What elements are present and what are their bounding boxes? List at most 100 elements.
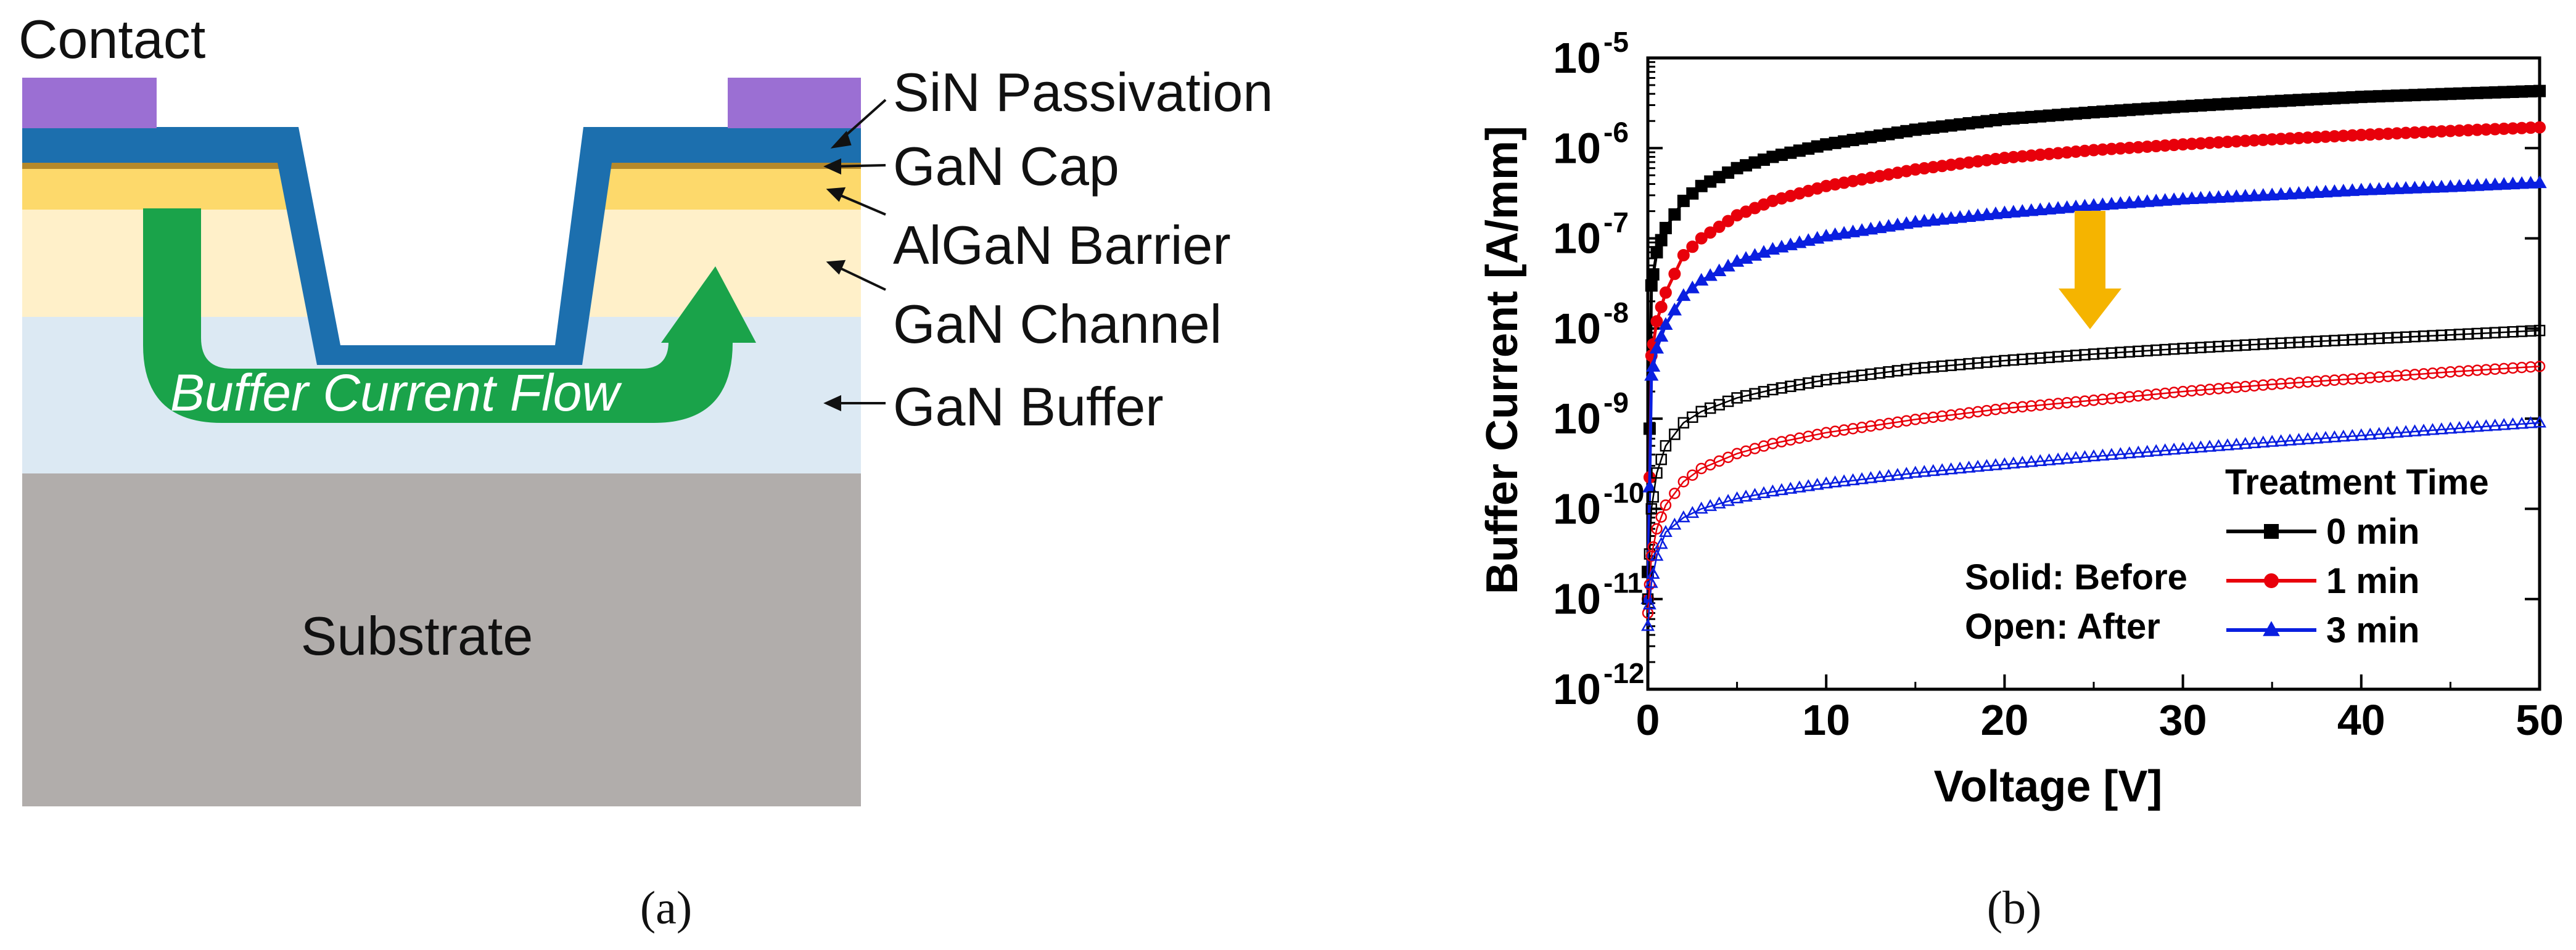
data-point bbox=[2034, 352, 2046, 364]
data-point bbox=[1651, 467, 1663, 479]
data-point bbox=[1856, 369, 1868, 381]
data-point bbox=[1641, 619, 1655, 631]
data-point bbox=[1644, 576, 1658, 588]
data-point bbox=[2115, 346, 2126, 358]
data-point bbox=[2319, 335, 2332, 347]
data-point bbox=[2497, 418, 2511, 430]
data-point bbox=[2043, 398, 2055, 411]
data-point bbox=[2122, 195, 2137, 208]
data-point bbox=[2443, 179, 2458, 192]
data-point bbox=[2096, 448, 2110, 461]
data-point bbox=[1908, 465, 1922, 478]
y-tick-exponent: -5 bbox=[1603, 26, 1629, 58]
data-point bbox=[2311, 335, 2323, 348]
layer-label-gan-channel: GaN Channel bbox=[893, 293, 1222, 354]
data-point bbox=[2105, 347, 2118, 359]
data-point bbox=[1908, 215, 1923, 228]
data-point bbox=[2024, 454, 2038, 467]
x-tick-group: 0 10 20 30 40 50 bbox=[1636, 674, 2564, 744]
data-point bbox=[2496, 177, 2511, 190]
data-point bbox=[2329, 335, 2340, 346]
data-point bbox=[2123, 346, 2136, 358]
data-point bbox=[2525, 361, 2537, 373]
data-point bbox=[2452, 179, 2467, 192]
legend-entry-3-min: 3 min bbox=[2326, 610, 2420, 650]
data-point bbox=[1970, 208, 1985, 221]
data-point bbox=[2186, 385, 2198, 397]
data-point bbox=[2471, 364, 2483, 376]
data-point bbox=[2141, 389, 2154, 401]
data-point bbox=[1685, 280, 1700, 293]
data-point bbox=[2408, 424, 2422, 436]
data-point bbox=[2525, 325, 2537, 337]
data-point bbox=[2452, 421, 2466, 433]
data-point bbox=[1660, 440, 1672, 452]
data-point bbox=[2400, 369, 2412, 381]
data-point bbox=[2256, 188, 2271, 201]
data-point bbox=[1874, 367, 1886, 379]
panel-a-caption: (a) bbox=[640, 882, 692, 934]
data-point bbox=[1655, 234, 1668, 247]
data-point bbox=[1713, 220, 1726, 233]
data-point bbox=[1919, 412, 1930, 424]
data-point bbox=[2213, 383, 2224, 395]
data-point bbox=[2133, 345, 2144, 358]
substrate-label: Substrate bbox=[301, 605, 533, 666]
data-point bbox=[2291, 186, 2306, 199]
data-point bbox=[2113, 447, 2128, 459]
data-point bbox=[1988, 458, 2002, 470]
data-point bbox=[1954, 359, 1966, 371]
data-point bbox=[1646, 359, 1661, 372]
data-point bbox=[1646, 567, 1660, 579]
data-point bbox=[1655, 453, 1667, 465]
data-point bbox=[2212, 439, 2226, 451]
data-point bbox=[1676, 288, 1691, 301]
y-tick-exponent: -12 bbox=[1603, 657, 1644, 689]
data-point bbox=[2229, 437, 2244, 450]
data-point bbox=[1642, 597, 1656, 610]
data-point bbox=[2293, 377, 2305, 388]
series-4 bbox=[1642, 361, 2546, 619]
y-tick-label: 10 bbox=[1553, 215, 1601, 263]
legend: Treatment Time 0 min 1 min 3 min Solid: … bbox=[1965, 462, 2489, 650]
panel-a-cross-section: Buffer Current Flow Substrate Contact Si… bbox=[19, 9, 1273, 934]
data-point bbox=[2416, 180, 2431, 194]
data-point bbox=[2372, 182, 2387, 195]
data-point bbox=[2516, 326, 2528, 337]
data-point bbox=[1998, 457, 2012, 470]
data-point bbox=[2051, 452, 2065, 465]
data-point bbox=[2311, 375, 2323, 387]
data-point bbox=[2033, 454, 2047, 467]
data-point bbox=[1647, 491, 1659, 503]
data-point bbox=[2149, 194, 2163, 207]
data-point bbox=[2015, 203, 2030, 217]
data-point bbox=[2506, 417, 2520, 430]
data-point bbox=[2033, 202, 2047, 216]
data-point bbox=[1654, 329, 1669, 342]
data-point bbox=[2017, 353, 2028, 366]
data-point bbox=[2079, 395, 2091, 407]
data-point bbox=[1792, 480, 1806, 493]
buffer-current-flow-label: Buffer Current Flow bbox=[170, 364, 623, 422]
data-point bbox=[2006, 205, 2021, 218]
leader-arrows bbox=[823, 99, 887, 412]
data-point bbox=[2533, 416, 2546, 428]
data-point bbox=[1647, 541, 1659, 553]
leader-arrowhead-sin bbox=[830, 131, 852, 149]
layer-label-gan-cap: GaN Cap bbox=[893, 136, 1119, 197]
data-point bbox=[1740, 390, 1752, 402]
data-point bbox=[2275, 378, 2287, 390]
data-point bbox=[2507, 326, 2519, 338]
data-point bbox=[2042, 453, 2056, 465]
data-point bbox=[2282, 186, 2297, 200]
data-point bbox=[1749, 388, 1761, 399]
data-point bbox=[2175, 192, 2191, 205]
data-point bbox=[2202, 190, 2217, 203]
data-point bbox=[1776, 382, 1788, 394]
series-0 bbox=[1642, 84, 2546, 578]
data-point bbox=[2327, 184, 2342, 197]
data-point bbox=[2195, 384, 2207, 396]
data-point bbox=[2453, 329, 2466, 340]
data-point bbox=[1757, 486, 1771, 499]
